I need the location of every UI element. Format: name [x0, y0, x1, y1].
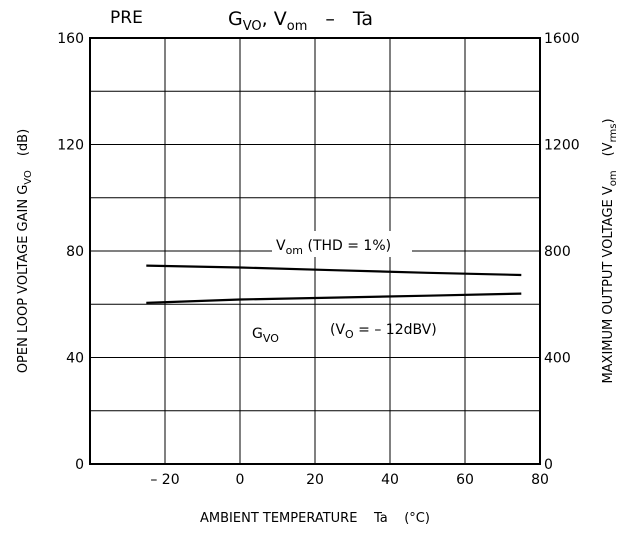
x-tick-label: 0: [236, 472, 245, 488]
vom-label-group: Vom (THD = 1%): [272, 231, 412, 257]
chart-title: GVO, Vom – Ta: [228, 8, 373, 34]
x-tick-label: – 20: [150, 472, 179, 488]
y-left-tick-label: 80: [66, 244, 84, 260]
y-left-tick-label: 160: [57, 31, 84, 47]
series-line-gvo: [146, 292, 522, 304]
vom-label-background: [272, 231, 412, 257]
y-right-tick-label: 400: [544, 351, 571, 367]
plot-frame: [89, 37, 541, 465]
y-right-tick-label: 1200: [544, 138, 580, 154]
gvo-condition-label: (VO = – 12dBV): [330, 322, 437, 341]
corner-label: PRE: [110, 8, 143, 28]
x-tick-label: 20: [306, 472, 324, 488]
y-axis-left-label: OPEN LOOP VOLTAGE GAIN GVO(dB): [16, 129, 34, 373]
series-layer: [146, 264, 522, 304]
x-tick-label: 80: [531, 472, 549, 488]
x-tick-label: 60: [456, 472, 474, 488]
y-left-tick-label: 0: [75, 457, 84, 473]
y-right-tick-label: 0: [544, 457, 553, 473]
y-right-tick-label: 1600: [544, 31, 580, 47]
y-left-tick-label: 40: [66, 351, 84, 367]
vom-series-label: Vom (THD = 1%): [276, 238, 391, 257]
gvo-series-label: GVO: [252, 326, 279, 345]
x-tick-label: 40: [381, 472, 399, 488]
x-axis-label: AMBIENT TEMPERATURE Ta (°C): [200, 511, 430, 526]
y-left-tick-label: 120: [57, 138, 84, 154]
series-line-vom: [146, 264, 522, 277]
y-axis-right-label: MAXIMUM OUTPUT VOLTAGE Vom(Vrms): [601, 118, 619, 383]
y-right-tick-label: 800: [544, 244, 571, 260]
